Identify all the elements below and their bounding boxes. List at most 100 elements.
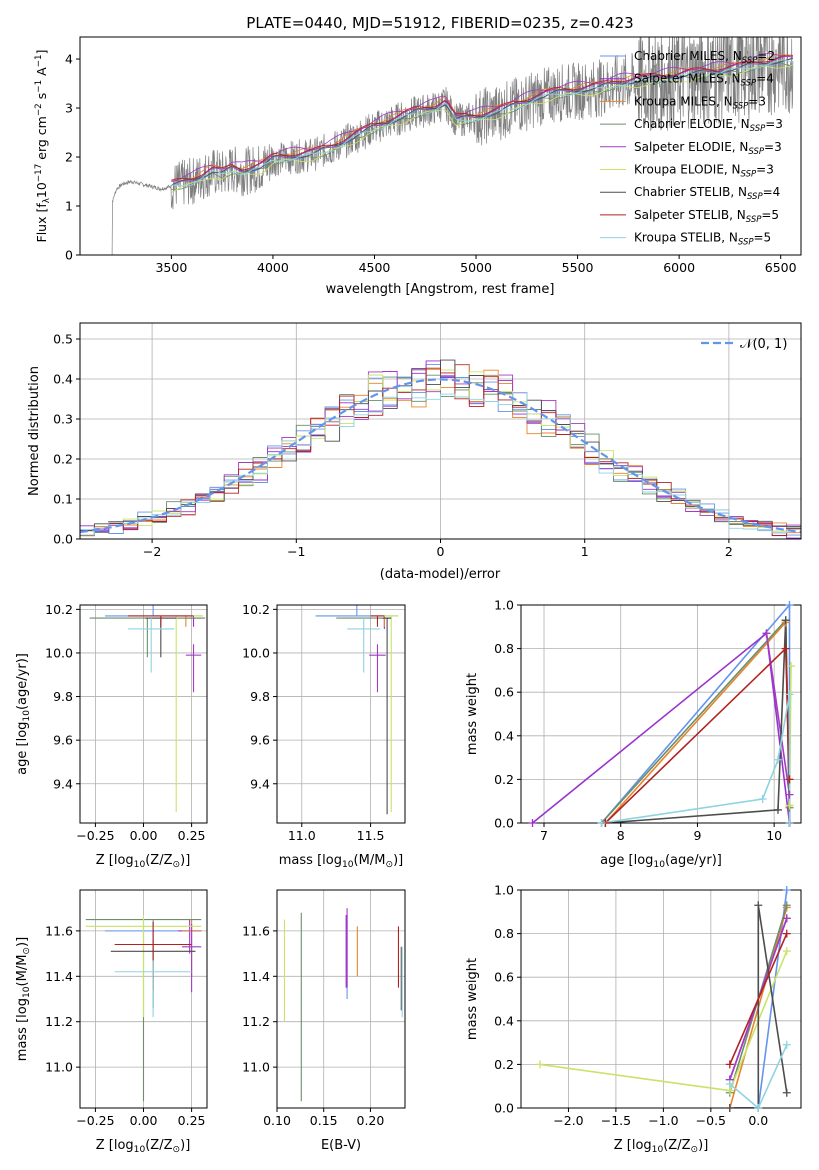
y-tick-label: 0.8 xyxy=(494,926,514,941)
axes-frame xyxy=(520,604,802,824)
weight-marker xyxy=(787,662,796,671)
plot-area xyxy=(539,890,788,1108)
y-tick-label: 0.4 xyxy=(53,372,73,387)
y-tick-label: 0.6 xyxy=(494,685,514,700)
gaussian-curve xyxy=(80,378,801,534)
legend-entry: Kroupa STELIB, NSSP=5 xyxy=(634,231,771,248)
weight-marker xyxy=(725,1080,734,1089)
histogram-step xyxy=(80,385,801,536)
y-tick-label: 9.8 xyxy=(53,689,73,704)
x-tick-label: 2 xyxy=(725,544,733,559)
x-tick-label: −2 xyxy=(143,544,161,559)
weight-marker xyxy=(782,1040,791,1049)
spectrum-model-line xyxy=(171,54,793,181)
legend-entry: Kroupa MILES, NSSP=3 xyxy=(634,94,766,111)
x-axis-label: Z [log10(Z/Z⊙)] xyxy=(614,1138,709,1155)
y-tick-label: 11.6 xyxy=(242,923,270,938)
x-tick-label: 3500 xyxy=(155,260,187,275)
x-tick-label: 0.10 xyxy=(263,1113,291,1128)
spectrum-model-line xyxy=(171,59,794,187)
y-axis-label: age [log10(age/yr)] xyxy=(15,653,32,775)
x-tick-label: −0.25 xyxy=(76,828,114,843)
weight-marker xyxy=(785,775,794,784)
axes-weight-vs-Z: −2.0 −1.5 −1.0 −0.5 0.0 0.0 0.2 0.4 0.6 0.8 1.0 xyxy=(494,883,802,1128)
x-tick-label: −2.0 xyxy=(553,1113,583,1128)
y-tick-label: 0.2 xyxy=(494,1057,514,1072)
weight-marker xyxy=(785,801,794,810)
weight-marker xyxy=(725,1060,734,1069)
legend-entry: Salpeter STELIB, NSSP=5 xyxy=(634,208,779,225)
weight-marker xyxy=(597,819,606,827)
x-tick-label: 6500 xyxy=(765,260,797,275)
x-tick-label: −1 xyxy=(287,544,305,559)
x-axis-label: (data-model)/error xyxy=(380,567,501,582)
y-tick-label: 2 xyxy=(65,150,73,165)
axes-age-vs-Z: −0.25 0.00 0.25 9.4 9.6 9.8 10.0 10.2 xyxy=(45,602,208,843)
x-tick-label: 11.0 xyxy=(288,828,316,843)
y-tick-label: 1.0 xyxy=(494,883,514,898)
weight-marker xyxy=(782,914,791,923)
y-tick-label: 4 xyxy=(65,52,73,67)
y-tick-label: 0.0 xyxy=(53,532,73,547)
weight-line xyxy=(729,890,788,1108)
x-tick-label: 0.15 xyxy=(310,1113,338,1128)
y-tick-label: 11.2 xyxy=(45,1014,73,1029)
y-tick-label: 0.3 xyxy=(53,412,73,427)
x-tick-label: 6000 xyxy=(663,260,695,275)
plot-area xyxy=(89,605,206,813)
x-tick-label: 4000 xyxy=(257,260,289,275)
x-axis-label: age [log10(age/yr)] xyxy=(600,853,722,870)
x-tick-label: 11.5 xyxy=(357,828,385,843)
y-tick-label: 9.6 xyxy=(250,733,270,748)
spectrum-model-line xyxy=(171,62,793,190)
y-tick-label: 3 xyxy=(65,101,73,116)
x-tick-label: 5000 xyxy=(460,260,492,275)
x-tick-label: 9 xyxy=(693,828,701,843)
x-tick-label: 1 xyxy=(581,544,589,559)
weight-line xyxy=(729,933,788,1065)
y-tick-label: 1.0 xyxy=(494,598,514,613)
y-tick-label: 0.6 xyxy=(494,970,514,985)
axes-mass-vs-ebv: 0.10 0.15 0.20 11.0 11.2 11.4 11.6 xyxy=(242,889,406,1128)
x-tick-label: −1.5 xyxy=(601,1113,631,1128)
legend-entry: Salpeter ELODIE, NSSP=3 xyxy=(634,140,782,157)
x-axis-label: E(B-V) xyxy=(321,1138,361,1153)
figure-title: PLATE=0440, MJD=51912, FIBERID=0235, z=0… xyxy=(246,14,633,32)
x-tick-label: 0.0 xyxy=(748,1113,768,1128)
axes-frame xyxy=(276,604,406,824)
axes-weight-vs-age: 7 8 9 10 0.0 0.2 0.4 0.6 0.8 1.0 xyxy=(494,598,802,843)
x-tick-label: 0.20 xyxy=(357,1113,385,1128)
y-tick-label: 0.1 xyxy=(53,492,73,507)
axes-age-vs-mass: 11.0 11.5 9.4 9.6 9.8 10.0 10.2 xyxy=(242,602,406,843)
spectrum-model-line xyxy=(171,53,794,181)
weight-marker xyxy=(781,616,790,625)
y-tick-label: 11.0 xyxy=(242,1060,270,1075)
weight-marker xyxy=(725,1104,734,1112)
spectrum-model-line xyxy=(171,64,794,193)
plot-area xyxy=(531,605,792,823)
weight-marker xyxy=(782,929,791,938)
weight-marker xyxy=(785,790,794,799)
y-tick-label: 11.4 xyxy=(242,969,270,984)
y-tick-label: 11.2 xyxy=(242,1014,270,1029)
legend-entry: Chabrier STELIB, NSSP=4 xyxy=(634,185,780,202)
weight-marker xyxy=(785,819,794,827)
y-tick-label: 11.4 xyxy=(45,969,73,984)
y-tick-label: 0.4 xyxy=(494,728,514,743)
y-tick-label: 0.0 xyxy=(494,1101,514,1116)
y-axis-label: mass weight xyxy=(465,958,480,1040)
x-tick-label: 10 xyxy=(766,828,782,843)
legend-entry: Chabrier ELODIE, NSSP=3 xyxy=(634,117,783,134)
x-tick-label: 5500 xyxy=(562,260,594,275)
x-axis-label: wavelength [Angstrom, rest frame] xyxy=(326,282,555,297)
x-tick-label: −1.0 xyxy=(648,1113,678,1128)
x-tick-label: 0.00 xyxy=(130,1113,158,1128)
legend-entry: 𝒩(0, 1) xyxy=(740,337,787,352)
x-axis-label: mass [log10(M/M⊙)] xyxy=(279,853,403,870)
y-axis-label: Normed distribution xyxy=(27,366,42,496)
weight-marker xyxy=(782,901,791,910)
y-axis-label: mass weight xyxy=(465,673,480,755)
x-tick-label: 0 xyxy=(437,544,445,559)
weight-line xyxy=(729,1044,788,1108)
